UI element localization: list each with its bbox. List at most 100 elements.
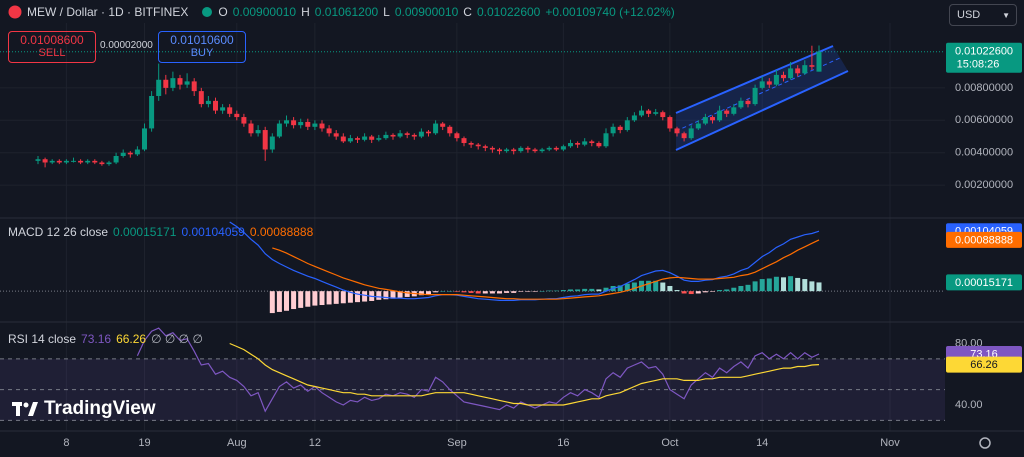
ohlc-key: L: [383, 5, 390, 19]
histogram-bar: [667, 285, 673, 292]
candle-body: [71, 160, 76, 162]
candle-body: [376, 138, 382, 140]
histogram-bar: [482, 291, 488, 294]
ohlc-key: O: [218, 5, 228, 19]
histogram-bar: [312, 291, 318, 306]
logo: TradingView: [12, 398, 156, 420]
sell-button[interactable]: 0.01008600 SELL: [8, 31, 96, 63]
candle-body: [262, 130, 268, 150]
candle-body: [269, 136, 275, 150]
x-tick-label: 12: [309, 437, 321, 449]
candle-body: [809, 65, 815, 67]
candle-body: [418, 131, 424, 137]
histogram-bar: [766, 278, 772, 292]
histogram-bar: [582, 288, 588, 292]
histogram-bar: [276, 291, 282, 312]
candle-body: [631, 115, 637, 121]
last-price-label: 0.01022600: [955, 46, 1013, 58]
histogram-bar: [326, 291, 332, 305]
macd-value: 0.00088888: [249, 225, 314, 239]
candle-body: [347, 138, 353, 142]
candle-body: [106, 162, 112, 165]
candle-body: [63, 160, 69, 163]
histogram-bar: [390, 291, 396, 299]
candle-body: [568, 143, 573, 147]
candle-body: [610, 126, 616, 134]
histogram-bar: [631, 282, 637, 292]
histogram-bar: [539, 291, 545, 292]
histogram-bar: [603, 287, 609, 292]
candle-body: [198, 91, 204, 105]
ohlc-value: 0.00900010: [394, 5, 459, 19]
candle-body: [745, 100, 751, 105]
candle-body: [35, 159, 41, 161]
y-tick-label: 0.00800000: [955, 82, 1013, 94]
x-tick-label: 19: [138, 437, 150, 449]
ohlc-value: 0.00900010: [232, 5, 297, 19]
histogram-bar: [525, 291, 531, 292]
histogram-bar: [319, 291, 325, 306]
histogram-bar: [589, 288, 595, 292]
x-tick-label: Sep: [447, 437, 467, 449]
settings-icon[interactable]: [979, 437, 991, 449]
ohlc-value: 0.01022600: [476, 5, 541, 19]
candle-body: [497, 149, 502, 152]
candle-body: [724, 110, 730, 114]
dropdown-arrow: ▼: [1002, 10, 1010, 20]
x-tick-label: Oct: [661, 437, 678, 449]
buy-price: 0.01010600: [170, 33, 234, 47]
candle-body: [227, 107, 233, 114]
histogram-bar: [376, 291, 382, 300]
ohlc-value: 0.01061200: [314, 5, 379, 19]
candle-body: [305, 121, 311, 127]
candle-body: [710, 117, 715, 121]
histogram-bar: [781, 277, 786, 292]
candle-body: [205, 100, 211, 105]
candle-body: [504, 149, 510, 152]
macd-line: [272, 239, 820, 300]
histogram-bar: [426, 291, 431, 295]
candle-body: [191, 81, 197, 92]
symbol-title: MEW / Dollar · 1D · BITFINEX: [27, 5, 189, 19]
last-price-badge: [946, 42, 1022, 73]
candle-body: [234, 113, 240, 118]
candle-body: [56, 160, 62, 163]
candle-body: [475, 144, 481, 147]
candle-body: [127, 152, 133, 155]
rsi-legend: RSI 14 close 73.16 66.26 ∅ ∅ ∅ ∅: [8, 332, 203, 346]
currency-select[interactable]: USD ▼: [949, 4, 1017, 26]
candle-body: [582, 141, 588, 145]
candle-body: [312, 123, 318, 127]
candle-body: [369, 136, 375, 140]
x-tick-label: 16: [557, 437, 569, 449]
histogram-bar: [447, 291, 453, 292]
histogram-bar: [284, 291, 289, 311]
candle-body: [695, 123, 701, 129]
histogram-bar: [802, 279, 808, 292]
histogram-bar: [347, 291, 353, 303]
candle-body: [546, 147, 552, 150]
candle-body: [653, 112, 659, 114]
histogram-bar: [617, 285, 623, 292]
candle-body: [291, 120, 297, 126]
currency: USD: [957, 9, 981, 21]
histogram-bar: [759, 279, 765, 292]
rsi-line: [229, 342, 820, 406]
histogram-bar: [702, 291, 708, 293]
histogram-bar: [752, 281, 758, 292]
candle-body: [220, 107, 226, 111]
histogram-bar: [468, 291, 474, 293]
candle-body: [752, 87, 758, 105]
candle-body: [383, 134, 389, 139]
candle-body: [319, 123, 325, 129]
histogram-bar: [340, 291, 346, 304]
histogram-bar: [624, 283, 630, 292]
candle-body: [433, 123, 439, 134]
histogram-bar: [511, 291, 517, 293]
buy-button[interactable]: 0.01010600 BUY: [158, 31, 246, 63]
candle-body: [255, 130, 261, 134]
histogram-bar: [681, 291, 687, 294]
histogram-bar: [518, 291, 524, 292]
histogram-bar: [674, 290, 680, 292]
